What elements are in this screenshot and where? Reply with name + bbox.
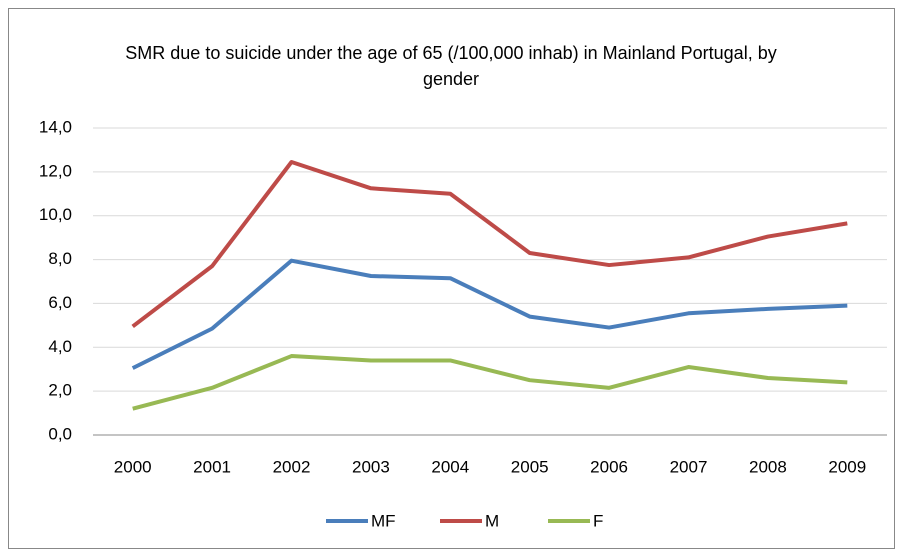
- legend-label: M: [485, 511, 499, 530]
- y-tick-label: 0,0: [48, 424, 72, 443]
- y-tick-label: 14,0: [39, 117, 72, 136]
- x-tick-label: 2004: [431, 457, 469, 476]
- x-tick-label: 2003: [352, 457, 390, 476]
- y-tick-label: 12,0: [39, 161, 72, 180]
- line-series: [132, 354, 848, 411]
- x-tick-label: 2006: [590, 457, 628, 476]
- y-tick-label: 10,0: [39, 205, 72, 224]
- x-tick-label: 2008: [749, 457, 787, 476]
- x-tick-label: 2002: [273, 457, 311, 476]
- legend-label: MF: [371, 511, 396, 530]
- chart-title: SMR due to suicide under the age of 65 (…: [125, 43, 777, 89]
- x-tick-label: 2007: [670, 457, 708, 476]
- x-tick-label: 2001: [193, 457, 231, 476]
- y-tick-label: 8,0: [48, 249, 72, 268]
- legend-label: F: [593, 511, 603, 530]
- x-tick-label: 2000: [114, 457, 152, 476]
- x-tick-label: 2005: [511, 457, 549, 476]
- x-tick-label: 2009: [828, 457, 866, 476]
- line-series: [131, 258, 848, 370]
- y-tick-label: 4,0: [48, 337, 72, 356]
- line-series: [131, 159, 848, 329]
- y-tick-label: 6,0: [48, 293, 72, 312]
- y-tick-label: 2,0: [48, 381, 72, 400]
